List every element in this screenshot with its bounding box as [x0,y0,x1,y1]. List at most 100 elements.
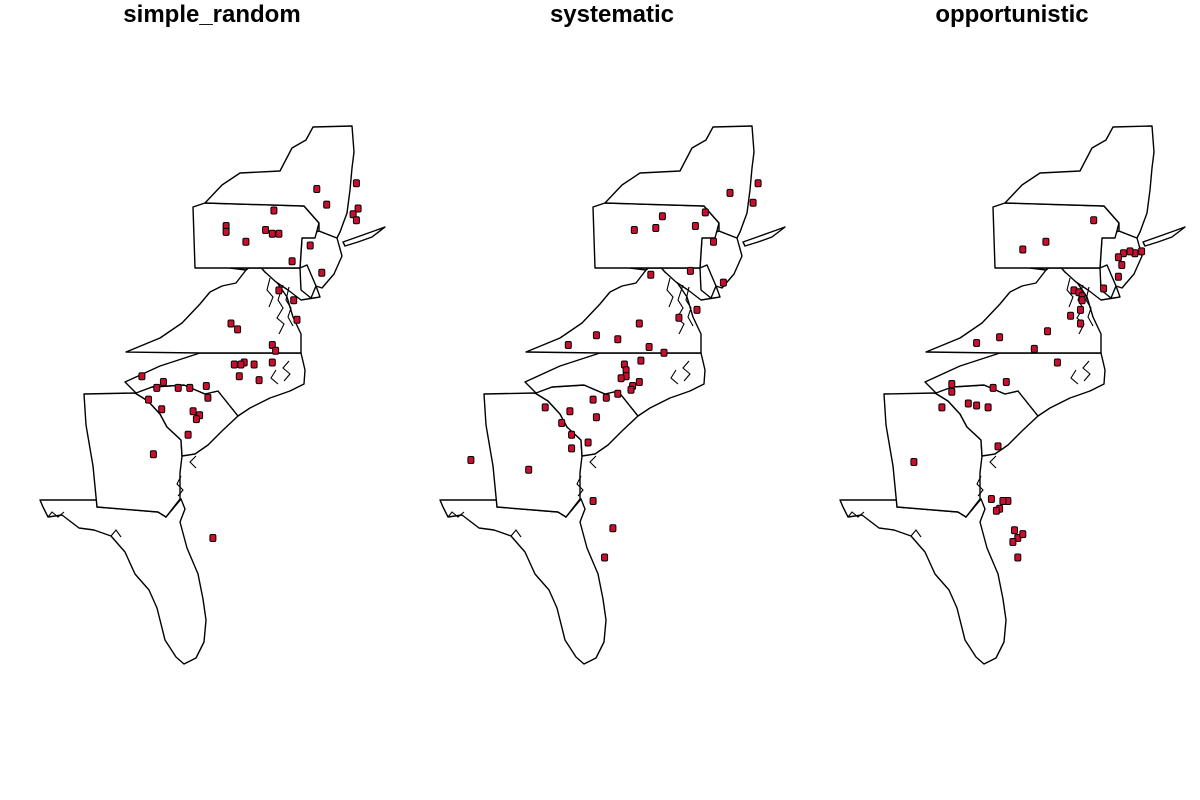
sample-point [989,383,997,392]
sample-point [652,224,660,232]
sample-point [749,198,757,207]
sample-point [1138,247,1146,256]
sample-point [564,341,572,349]
sample-point [1118,261,1126,269]
panel-title-systematic: systematic [549,1,675,28]
sample-point [541,403,549,412]
sample-points-simple-random [138,179,362,542]
sample-point [602,393,610,402]
sample-point [288,257,296,266]
sample-point [1119,249,1127,258]
sample-point [262,226,270,234]
sample-point [994,442,1002,451]
sample-point [614,389,622,398]
sample-point [558,419,566,427]
sample-point [1011,526,1018,535]
sample-point [592,413,600,422]
sample-point [948,380,956,388]
sample-point [701,208,709,217]
sample-point [568,444,576,453]
sample-point [323,200,331,209]
sample-point [630,226,638,234]
sample-point [1078,296,1086,305]
sample-point [149,450,157,459]
state-boundaries [439,125,786,665]
sample-point [186,383,194,392]
sample-point [726,188,734,197]
sample-point [306,241,314,250]
state-boundaries [39,125,386,665]
sample-point [568,430,576,439]
sample-point [237,360,245,369]
sample-point [658,212,666,221]
sample-point [138,372,146,381]
sample-point [627,385,635,394]
sample-point [984,403,992,412]
sample-point [973,339,981,347]
sample-point [159,378,167,386]
sample-points-opportunistic [910,216,1146,562]
sample-point [268,229,276,238]
sample-point [996,333,1004,342]
sample-point [635,319,643,328]
sample-point [352,179,360,188]
sample-point [352,216,360,225]
sample-point [719,278,727,287]
sample-point [964,399,972,408]
sample-point [209,534,217,542]
sample-point [584,438,592,447]
state-boundaries [839,125,1186,665]
sample-point [158,405,166,414]
sample-point [592,331,600,340]
sample-point [987,495,995,503]
sample-point [242,237,250,246]
sample-point [1100,284,1108,293]
sample-point [270,206,278,215]
sample-point [910,458,918,466]
sample-point [313,185,321,193]
map-panel-opportunistic [839,125,1186,665]
sample-point [250,360,258,369]
sample-point [691,222,699,230]
sample-point [973,401,981,410]
sample-point [1053,358,1061,367]
sample-point [1126,247,1134,256]
sample-point [645,343,653,351]
sample-point [938,403,946,412]
sample-point [525,465,533,474]
sample-point [647,270,655,279]
sample-point [145,395,152,404]
sample-point [1019,245,1027,254]
sample-point [635,378,643,386]
sample-point [1009,538,1017,546]
sample-point [1067,311,1075,320]
sample-point [268,358,276,367]
sample-point [1114,272,1122,281]
sample-point [589,497,597,505]
sample-points-systematic [467,179,762,562]
sample-point [1044,327,1051,336]
sample-point [693,305,701,314]
sample-point [204,393,212,402]
sample-point [222,227,230,236]
sample-point [589,395,597,404]
sample-point [235,372,243,381]
sample-point [184,430,192,439]
sample-point [609,524,617,533]
sample-point [255,376,263,385]
sample-point [999,497,1007,505]
sample-point [174,383,182,392]
sample-point [1090,216,1098,225]
sample-point [293,315,301,324]
sample-point [614,335,622,344]
map-panel-simple-random [39,125,386,665]
sample-point [1014,553,1022,562]
sample-point [1077,305,1084,314]
sample-point [754,179,762,188]
sample-point [1002,378,1010,386]
sample-point [153,383,161,392]
sample-point [227,319,235,328]
sample-point [234,325,242,334]
sample-point [272,346,280,355]
